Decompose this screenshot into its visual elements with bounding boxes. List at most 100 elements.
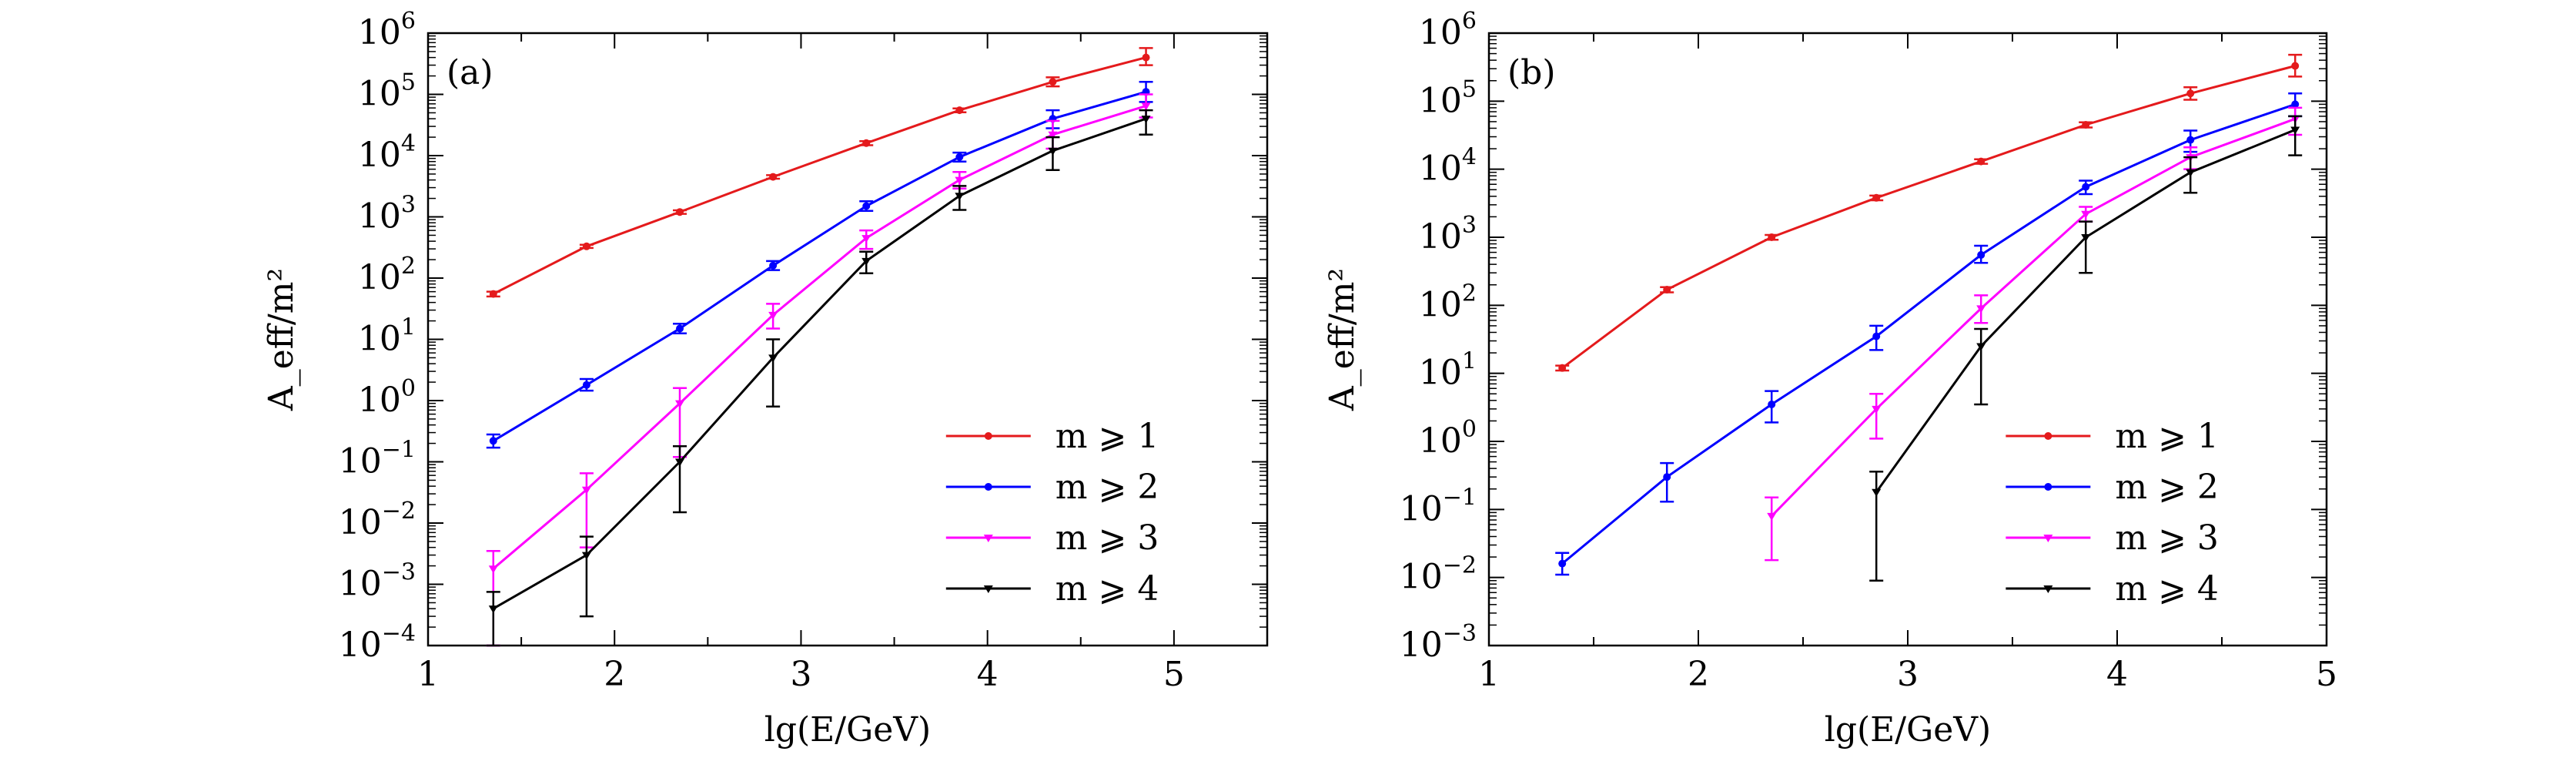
data-point — [1048, 147, 1058, 156]
data-point — [1558, 364, 1567, 372]
data-point — [1872, 488, 1882, 497]
series-2 — [486, 81, 1153, 449]
series-4 — [1869, 115, 2303, 582]
y-tick-label: 102 — [358, 253, 416, 297]
x-axis-title: lg(E/GeV) — [764, 710, 931, 750]
data-point — [862, 139, 871, 147]
legend-marker — [984, 483, 992, 491]
panel-label: (a) — [447, 53, 493, 92]
y-tick-label: 10−1 — [339, 437, 416, 481]
y-tick-label: 103 — [358, 192, 416, 236]
panel-label: (b) — [1507, 53, 1556, 92]
data-point — [1142, 53, 1150, 62]
legend: m ⩾ 1 m ⩾ 2 m ⩾ 3 m ⩾ 4 — [2006, 417, 2219, 609]
series-line — [492, 104, 1147, 570]
data-point — [676, 208, 684, 216]
data-point — [2081, 210, 2091, 219]
data-point — [861, 235, 871, 243]
series-1 — [1555, 53, 2303, 372]
data-point — [1872, 405, 1882, 414]
data-point — [1768, 400, 1776, 408]
data-point — [488, 565, 498, 574]
legend-marker — [2043, 585, 2053, 593]
data-point — [1872, 332, 1881, 340]
data-point — [1872, 193, 1881, 202]
legend-marker — [983, 535, 993, 542]
legend-label: m ⩾ 2 — [2115, 468, 2219, 507]
y-axis-title: A_eff/m² — [1323, 268, 1362, 411]
chart-panel-a: 1 2 3 4 5 10−4 10−3 10−2 10−1 100 101 102 103 104 105 1… — [262, 8, 1269, 750]
legend-label: m ⩾ 1 — [2115, 417, 2219, 456]
legend-label: m ⩾ 4 — [1055, 569, 1159, 609]
x-axis-title: lg(E/GeV) — [1825, 710, 1991, 750]
legend-label: m ⩾ 1 — [1055, 417, 1159, 456]
x-tick-label: 3 — [1897, 655, 1919, 694]
x-tick-label: 4 — [2106, 655, 2128, 694]
y-tick-label: 10−2 — [1400, 552, 1477, 597]
data-point — [2290, 126, 2300, 135]
y-tick-label: 100 — [358, 375, 416, 420]
series-1 — [486, 47, 1153, 298]
data-point — [488, 605, 498, 614]
data-point — [1976, 305, 1986, 314]
data-point — [769, 261, 778, 270]
y-tick-label: 104 — [358, 130, 416, 175]
legend-marker — [2043, 535, 2053, 542]
data-point — [1141, 102, 1151, 111]
data-point — [581, 486, 591, 495]
series-line — [493, 117, 1147, 610]
legend-label: m ⩾ 4 — [2115, 569, 2219, 609]
series-line — [493, 90, 1147, 442]
y-tick-label: 10−4 — [339, 620, 416, 665]
data-point — [2082, 183, 2090, 191]
x-tick-label: 1 — [417, 655, 439, 694]
series-line — [1561, 102, 2296, 565]
data-point — [582, 242, 590, 250]
data-point — [2291, 62, 2300, 70]
chart-panel-b: 1 2 3 4 5 10−3 10−2 10−1 100 101 102 103 104 105 106 lg… — [1323, 8, 2337, 750]
data-point — [2082, 120, 2090, 129]
data-point — [582, 381, 590, 389]
y-tick-label: 106 — [1419, 8, 1477, 52]
legend-label: m ⩾ 3 — [2115, 518, 2219, 558]
x-tick-label: 1 — [1478, 655, 1500, 694]
series-4 — [486, 109, 1153, 647]
legend-marker — [2044, 483, 2052, 491]
x-tick-label: 2 — [1688, 655, 1709, 694]
data-point — [675, 400, 684, 408]
data-point — [676, 324, 684, 333]
legend-label: m ⩾ 2 — [1055, 468, 1159, 507]
y-tick-label: 10−3 — [339, 559, 416, 604]
data-point — [1977, 250, 1986, 259]
series-line — [493, 56, 1146, 295]
data-point — [1768, 233, 1776, 241]
x-tick-label: 2 — [604, 655, 625, 694]
y-tick-label: 10−1 — [1400, 484, 1477, 528]
legend-marker — [2044, 432, 2052, 440]
data-point — [955, 106, 964, 115]
data-point — [489, 290, 497, 298]
data-point — [1663, 285, 1671, 293]
x-tick-label: 4 — [977, 655, 999, 694]
y-tick-label: 10−2 — [339, 498, 416, 542]
legend-label: m ⩾ 3 — [1055, 518, 1159, 558]
y-tick-label: 102 — [1419, 280, 1477, 324]
data-point — [1141, 116, 1151, 124]
data-point — [2291, 100, 2300, 109]
y-tick-label: 105 — [358, 69, 416, 114]
y-tick-label: 10−3 — [1400, 620, 1477, 665]
y-tick-label: 104 — [1419, 144, 1477, 189]
data-point — [955, 176, 965, 185]
data-point — [1558, 559, 1567, 568]
y-tick-label: 101 — [1419, 348, 1477, 393]
data-point — [1048, 131, 1058, 139]
data-point — [2186, 89, 2195, 98]
data-point — [2186, 136, 2195, 144]
x-tick-label: 5 — [2316, 655, 2337, 694]
legend-marker — [983, 585, 993, 593]
data-point — [489, 437, 497, 445]
data-point — [2081, 234, 2091, 242]
y-tick-label: 106 — [358, 8, 416, 52]
y-tick-label: 100 — [1419, 416, 1477, 461]
